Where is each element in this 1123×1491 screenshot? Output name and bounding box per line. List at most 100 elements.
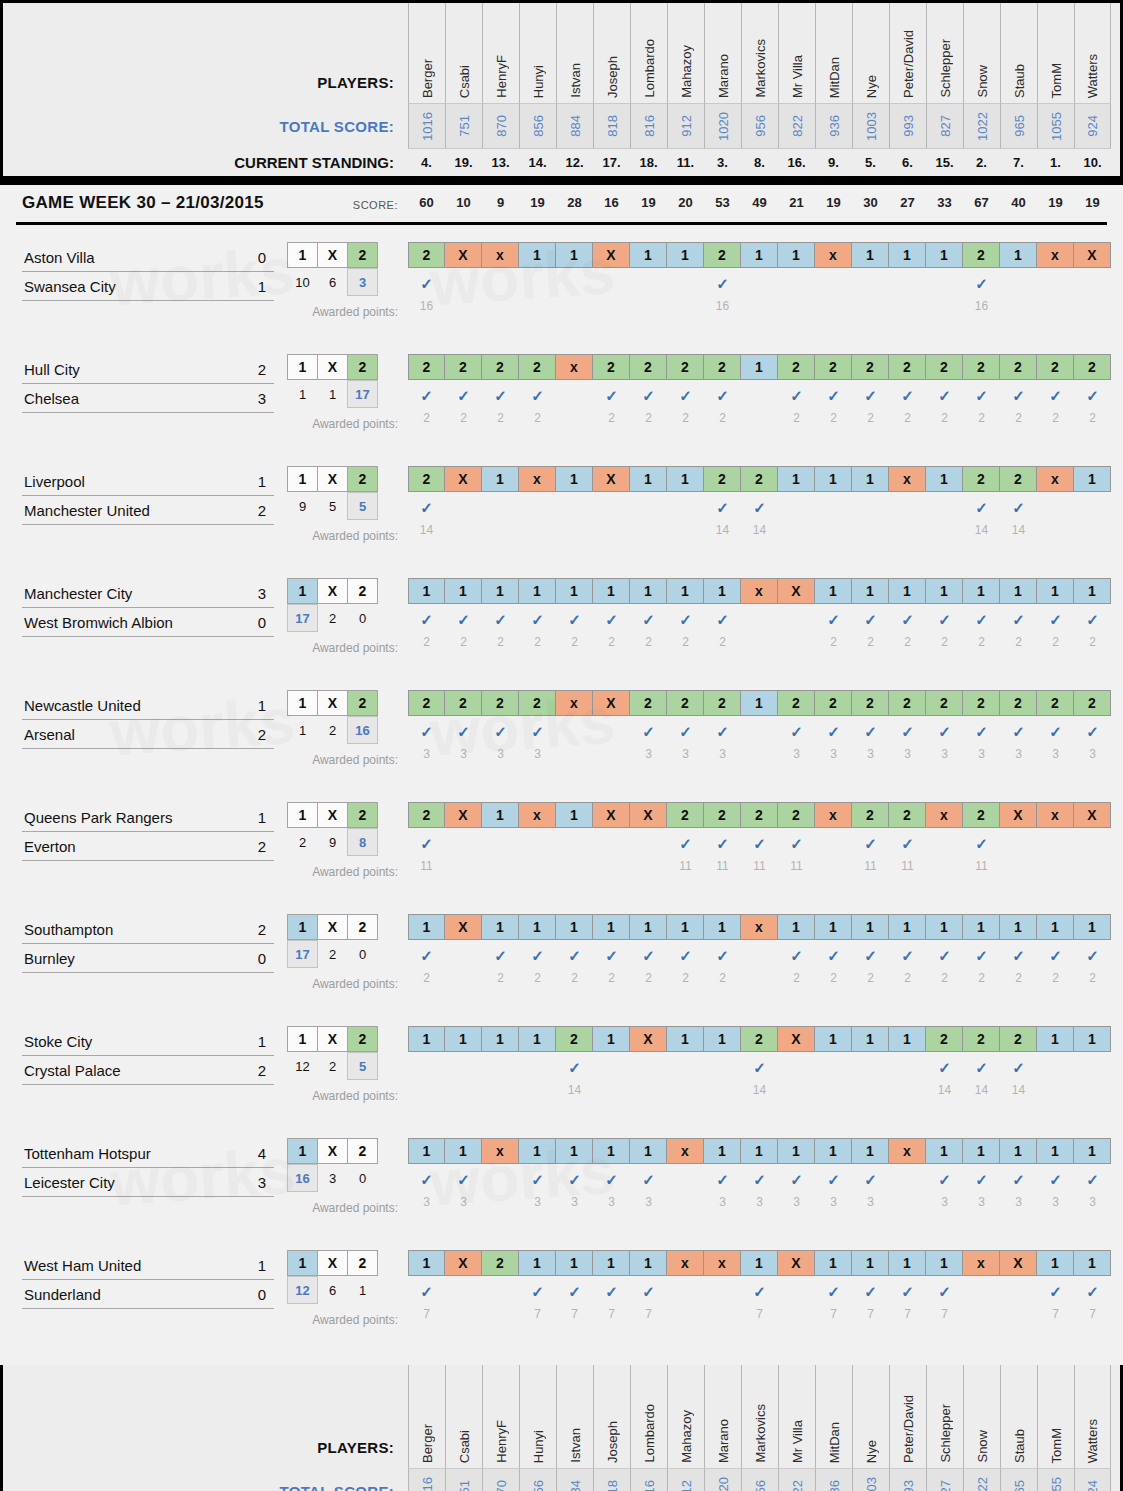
player-total-score: 1003	[865, 1477, 878, 1491]
pick-cell: 1	[1074, 1026, 1111, 1052]
players-label: PLAYERS:	[3, 1365, 408, 1468]
player-name-cell: Peter/David	[889, 1365, 926, 1468]
player-total-cell: 1020	[704, 1468, 741, 1491]
pick-cell: 1	[815, 466, 852, 492]
player-name-cell: Lombardo	[630, 1365, 667, 1468]
pick-cell: 2	[482, 1250, 519, 1276]
player-total-score: 1055	[1050, 112, 1063, 141]
away-team-row: Sunderland0	[22, 1280, 274, 1309]
correct-check-icon: ✓	[815, 380, 852, 411]
correct-check-icon	[741, 268, 778, 299]
awarded-points-value	[593, 859, 630, 873]
correct-check-icon: ✓	[519, 940, 556, 971]
awarded-points-value	[556, 523, 593, 537]
pick-cell: 1	[408, 578, 445, 604]
player-name-cell: HenryF	[482, 3, 519, 103]
player-name: Joseph	[606, 56, 619, 98]
awarded-points-value: 2	[704, 971, 741, 985]
outcome-counts-row: 1720	[287, 940, 378, 968]
awarded-points-value: 14	[963, 523, 1000, 537]
pick-cell: 1	[926, 242, 963, 268]
player-total-cell: 1003	[852, 1468, 889, 1491]
home-team-score: 3	[258, 585, 266, 602]
player-column: Peter/David9936.	[889, 1365, 926, 1491]
player-week-score: 16	[593, 195, 630, 210]
correct-check-icon: ✓	[667, 604, 704, 635]
pick-cell: X	[1000, 1250, 1037, 1276]
player-week-score: 60	[408, 195, 445, 210]
player-picks: 111111111xX11111111✓✓✓✓✓✓✓✓✓✓✓✓✓✓✓✓✓2222…	[408, 578, 1111, 649]
outcome-counts-row: 1720	[287, 604, 378, 632]
player-name-cell: Staub	[1000, 1365, 1037, 1468]
pick-cell: 1	[815, 1026, 852, 1052]
awarded-points-value: 3	[1037, 747, 1074, 761]
awarded-points-value	[1074, 1083, 1111, 1097]
outcome-header-cell: 1	[287, 1250, 318, 1276]
awarded-points-value: 2	[704, 635, 741, 649]
correct-check-icon	[1037, 268, 1074, 299]
correct-check-icon: ✓	[519, 716, 556, 747]
pick-cell: 1	[704, 1026, 741, 1052]
awarded-points-value: 3	[445, 1195, 482, 1209]
awarded-points-value: 3	[519, 1195, 556, 1209]
awarded-points-value	[1074, 859, 1111, 873]
correct-check-icon: ✓	[482, 716, 519, 747]
awarded-points-value	[482, 859, 519, 873]
correct-check-icon: ✓	[482, 380, 519, 411]
player-name: HenryF	[495, 1420, 508, 1463]
correct-check-icon	[926, 492, 963, 523]
outcome-count: 0	[347, 604, 378, 632]
player-total-cell: 965	[1000, 1468, 1037, 1491]
awarded-points-value: 2	[963, 971, 1000, 985]
outcome-summary: 1X21720	[287, 914, 378, 968]
correct-check-icon: ✓	[963, 604, 1000, 635]
correct-check-icon	[630, 492, 667, 523]
player-total-score: 827	[939, 1480, 952, 1491]
awarded-points-value: 2	[926, 971, 963, 985]
correct-check-icon	[889, 1052, 926, 1083]
pick-cell: 1	[1000, 242, 1037, 268]
correct-check-icon	[1000, 828, 1037, 859]
awarded-points-value: 3	[1000, 747, 1037, 761]
outcome-count: 9	[317, 828, 348, 856]
correct-check-icon	[815, 1052, 852, 1083]
awarded-points-value	[778, 635, 815, 649]
correct-check-icon: ✓	[667, 380, 704, 411]
correct-check-icon	[519, 828, 556, 859]
awarded-points-value: 2	[667, 635, 704, 649]
awarded-points-value	[889, 1195, 926, 1209]
correct-check-icon	[593, 492, 630, 523]
correct-check-icon: ✓	[704, 1164, 741, 1195]
correct-check-icon	[593, 716, 630, 747]
pick-cell: 2	[889, 690, 926, 716]
awarded-points-value	[445, 299, 482, 313]
awarded-points-value	[408, 1083, 445, 1097]
correct-check-icon: ✓	[778, 828, 815, 859]
pick-cell: 1	[741, 690, 778, 716]
home-team-name: Tottenham Hotspur	[24, 1145, 151, 1162]
correct-check-icon	[1074, 268, 1111, 299]
player-name: Mahazoy	[680, 1410, 693, 1463]
player-week-score: 30	[852, 195, 889, 210]
player-column: HenryF87013.	[482, 3, 519, 176]
pick-cell: 2	[408, 690, 445, 716]
awarded-points-value	[556, 747, 593, 761]
correct-check-icon	[1000, 1276, 1037, 1307]
outcome-count: 2	[317, 604, 348, 632]
pick-cell: 2	[852, 690, 889, 716]
correct-check-icon: ✓	[630, 1164, 667, 1195]
pick-cell: 1	[926, 1138, 963, 1164]
awarded-points-value: 2	[593, 635, 630, 649]
awarded-points-value: 3	[815, 1195, 852, 1209]
header-separator-bar	[0, 176, 1123, 185]
outcome-header-row: 1X2	[287, 1138, 378, 1164]
player-column: MitDan9369.	[815, 1365, 852, 1491]
awarded-points-value	[704, 1307, 741, 1321]
player-total-score: 856	[532, 115, 545, 137]
correct-check-icon	[741, 940, 778, 971]
picks-row: 1X1111111x111111111	[408, 914, 1111, 940]
awarded-points-value: 2	[408, 411, 445, 425]
awarded-points-label: Awarded points:	[0, 305, 398, 319]
awarded-points-value	[704, 1083, 741, 1097]
match-teams: Southampton2Burnley0	[22, 915, 274, 973]
